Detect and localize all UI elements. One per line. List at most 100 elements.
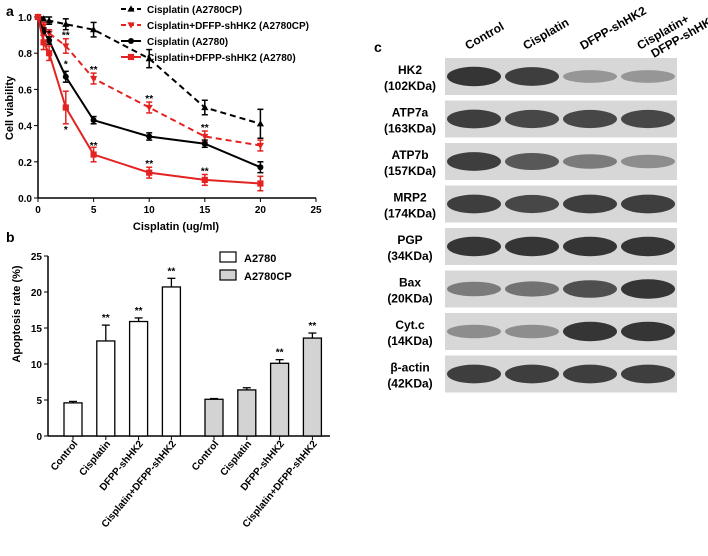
y-tick-label: 0.0 [18,194,32,205]
protein-label: PGP [397,233,422,247]
significance-label: ** [276,348,284,359]
blot-band [447,325,501,338]
legend-label: Cisplatin (A2780CP) [147,5,242,16]
y-tick-label: 10 [31,360,43,371]
point-marker [128,54,134,60]
blot-band [447,195,501,214]
significance-label: ** [90,65,98,76]
legend: Cisplatin (A2780CP)Cisplatin+DFFP-shHK2 … [121,5,309,64]
blot-band [505,281,559,296]
x-tick-label: 25 [310,205,322,216]
blot-band [505,237,559,256]
significance-label: ** [135,306,143,317]
blot-band [505,67,559,86]
significance-label: * [64,60,68,71]
panel-letter-c: c [374,39,382,55]
point-marker [46,50,52,56]
significance-label: ** [201,123,209,134]
point-marker [63,74,69,80]
y-tick-label: 0.2 [18,158,32,169]
significance-label: ** [145,94,153,105]
y-tick-label: 0 [36,432,42,443]
blot-row-2: ATP7a (163KDa) [384,101,677,138]
blot-band [563,154,617,169]
point-marker [146,170,152,176]
y-tick-label: 20 [31,288,43,299]
y-tick-label: 15 [31,324,43,335]
blot-row-7: Cyt.c(14KDa) [387,313,677,350]
blot-band [563,195,617,214]
x-tick-label: 20 [255,205,267,216]
y-tick-label: 25 [31,252,43,263]
point-marker [91,117,97,123]
protein-size-label: (14KDa) [387,334,432,348]
point-marker [257,180,263,186]
protein-size-label: (163KDa) [384,122,436,136]
protein-size-label: (102KDa) [384,79,436,93]
point-marker [128,38,134,44]
blot-band [447,152,501,171]
blot-band [447,67,501,86]
x-tick-label: 15 [199,205,211,216]
category-label: Control [190,439,221,473]
bar [64,403,82,436]
panel-letter-a: a [6,3,14,19]
significance-label: ** [201,166,209,177]
blot-band [505,110,559,128]
protein-label: ATP7b [391,148,428,162]
protein-label: β-actin [390,361,429,375]
point-marker [202,177,208,183]
y-axis-label: Apoptosis rate (%) [11,265,23,363]
bar [162,287,180,436]
y-tick-label: 1.0 [18,13,32,24]
category-label: Cisplatin [78,439,114,478]
significance-label: ** [102,313,110,324]
blot-column-label: Cisplatin [521,15,572,52]
protein-size-label: (42KDa) [387,377,432,391]
protein-label: MRP2 [393,191,427,205]
legend-label: A2780CP [244,271,292,283]
legend-swatch [220,270,236,280]
significance-label: * [47,29,51,40]
blot-band [621,365,675,384]
bar [97,341,115,436]
significance-label: ** [62,31,70,42]
cell-viability-chart: Cell viability Cisplatin (ug/ml) 0.0 0.2 0… [4,5,322,233]
blot-band [505,325,559,338]
bars-group: Control**Cisplatin**DFPP-shHK2**Cisplati… [49,266,321,530]
y-axis-label: Cell viability [4,75,16,140]
blot-band [447,282,501,297]
protein-size-label: (157KDa) [384,164,436,178]
significance-label: ** [145,159,153,170]
blot-row-8: β-actin (42KDa) [387,356,677,393]
bar [205,399,223,436]
blot-row-6: Bax(20KDa) [387,271,677,308]
blot-rows: HK2(102KDa) ATP7a (163KDa) ATP7b (157KDa) MRP… [384,58,677,393]
legend-label: A2780 [244,253,276,265]
point-marker [40,39,46,45]
blot-band [447,237,501,256]
point-marker [202,141,208,147]
blot-band [621,322,675,341]
blot-band [621,237,675,256]
point-marker [63,104,69,110]
legend-label: Cisplatin (A2780) [147,37,228,48]
x-tick-label: 5 [91,205,97,216]
protein-label: ATP7a [392,106,429,120]
y-tick-label: 0.8 [18,49,32,60]
blot-row-5: PGP(34KDa) [387,228,677,265]
point-marker [146,105,153,111]
blot-row-3: ATP7b (157KDa) [384,143,677,180]
legend: A2780 A2780CP [220,252,292,283]
blot-column-label: Control [463,19,507,52]
blot-band [505,153,559,170]
bar [303,338,321,436]
x-tick-label: 0 [35,205,41,216]
significance-label: ** [309,321,317,332]
blot-row-1: HK2(102KDa) [384,58,677,95]
x-axis-label: Cisplatin (ug/ml) [133,221,220,233]
significance-label: ** [168,266,176,277]
blot-band [505,195,559,213]
